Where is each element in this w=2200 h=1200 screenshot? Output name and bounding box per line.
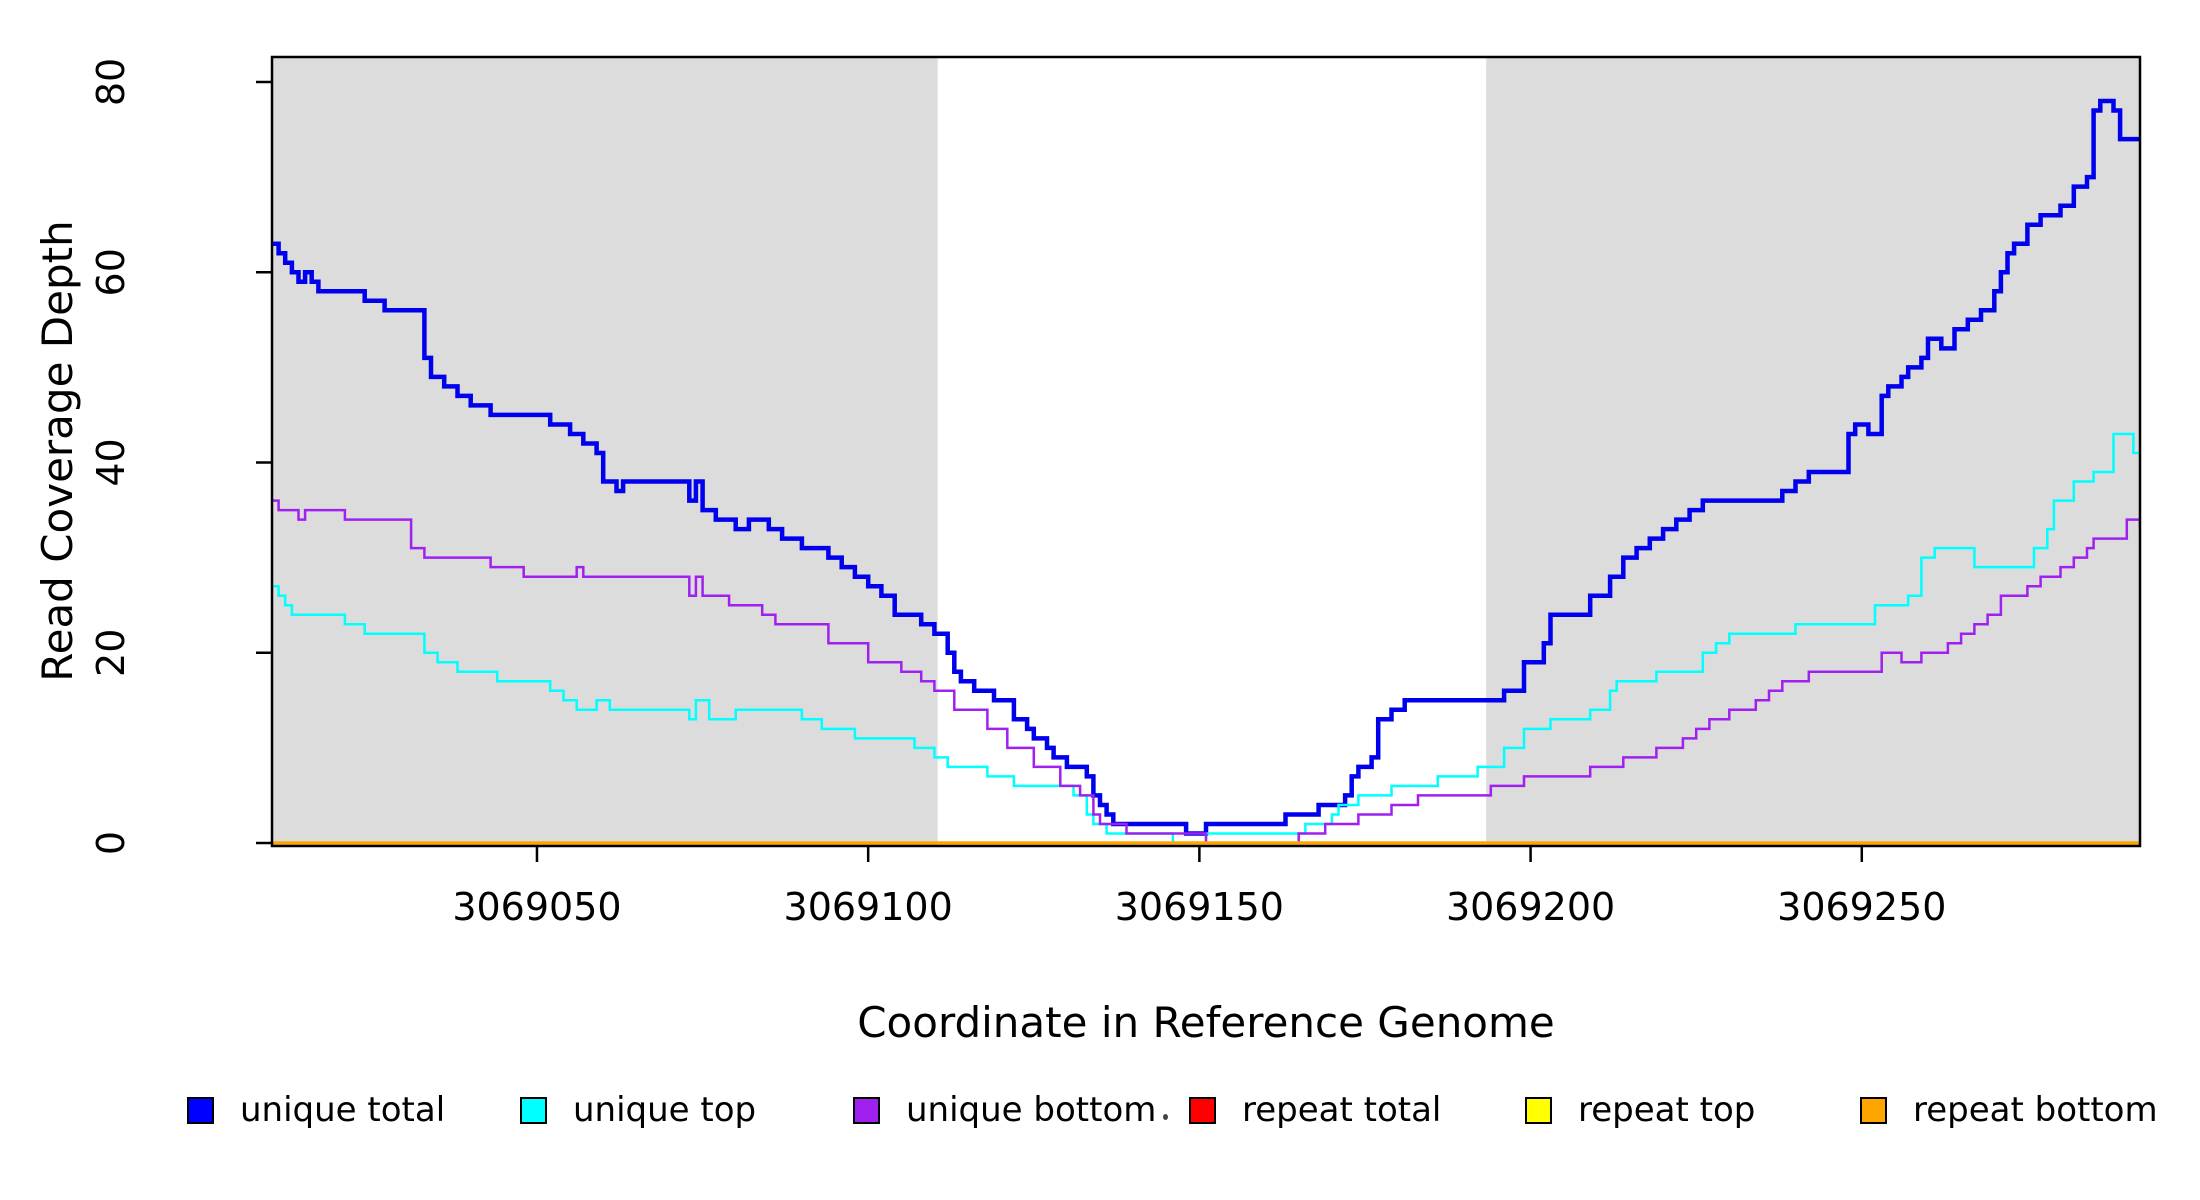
y-tick-label-80: 80 bbox=[89, 58, 133, 106]
legend-swatch-unique-top bbox=[520, 1096, 547, 1124]
legend-swatch-repeat-total bbox=[1189, 1096, 1216, 1124]
legend-label: repeat total bbox=[1242, 1090, 1442, 1130]
x-axis-title: Coordinate in Reference Genome bbox=[857, 998, 1555, 1047]
y-axis-title: Read Coverage Depth bbox=[33, 220, 82, 681]
stray-mark-dot bbox=[1163, 1114, 1168, 1120]
x-tick-label-3069250: 3069250 bbox=[1777, 885, 1946, 929]
legend-label: unique top bbox=[573, 1090, 757, 1130]
legend-swatch-repeat-top bbox=[1525, 1096, 1552, 1124]
legend-item-unique-bottom: unique bottom bbox=[853, 1088, 1156, 1132]
legend-label: repeat bottom bbox=[1913, 1090, 2158, 1130]
legend-label: unique total bbox=[240, 1090, 446, 1130]
y-tick-label-0: 0 bbox=[89, 831, 133, 855]
legend-item-unique-total: unique total bbox=[187, 1088, 445, 1132]
x-tick-label-3069200: 3069200 bbox=[1446, 885, 1615, 929]
legend-item-repeat-bottom: repeat bottom bbox=[1860, 1088, 2158, 1132]
legend-label: unique bottom bbox=[906, 1090, 1157, 1130]
x-tick-label-3069050: 3069050 bbox=[452, 885, 621, 929]
legend-label: repeat top bbox=[1578, 1090, 1756, 1130]
legend-item-unique-top: unique top bbox=[520, 1088, 756, 1132]
x-tick-label-3069100: 3069100 bbox=[784, 885, 953, 929]
legend-swatch-repeat-bottom bbox=[1860, 1096, 1887, 1124]
plot-box bbox=[270, 55, 2142, 848]
x-tick-label-3069150: 3069150 bbox=[1115, 885, 1284, 929]
series-unique-total-line bbox=[272, 98, 2140, 836]
legend-swatch-unique-bottom bbox=[853, 1096, 880, 1124]
legend-swatch-unique-total bbox=[187, 1096, 214, 1124]
series-unique-bottom-line bbox=[272, 499, 2140, 845]
y-tick-label-40: 40 bbox=[89, 438, 133, 486]
legend-item-repeat-total: repeat total bbox=[1189, 1088, 1441, 1132]
legend: unique total unique top unique bottom repea… bbox=[0, 1088, 2200, 1138]
y-axis-title-text: Read Coverage Depth bbox=[32, 220, 82, 682]
y-tick-label-60: 60 bbox=[89, 248, 133, 296]
legend-item-repeat-top: repeat top bbox=[1525, 1088, 1755, 1132]
y-tick-label-20: 20 bbox=[89, 629, 133, 677]
right-unique-shade bbox=[1486, 57, 2140, 846]
